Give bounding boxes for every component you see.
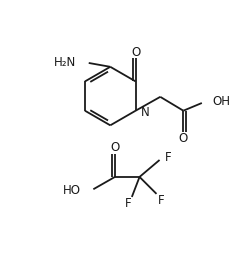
Text: F: F [158, 193, 164, 207]
Text: HO: HO [63, 184, 81, 197]
Text: F: F [125, 197, 131, 210]
Text: O: O [131, 46, 140, 59]
Text: O: O [179, 132, 188, 145]
Text: O: O [110, 141, 120, 154]
Text: H₂N: H₂N [54, 57, 76, 69]
Text: OH: OH [213, 95, 231, 108]
Text: F: F [165, 151, 172, 164]
Text: N: N [141, 106, 150, 119]
